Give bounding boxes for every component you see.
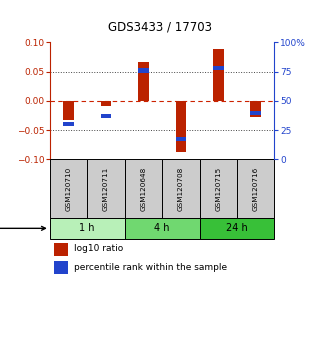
Text: GSM120708: GSM120708 [178, 166, 184, 211]
Bar [101, 101, 111, 105]
Text: 24 h: 24 h [226, 223, 248, 233]
Text: GSM120710: GSM120710 [65, 166, 72, 211]
Bar [63, 122, 74, 126]
Bar [138, 62, 149, 101]
Text: GSM120715: GSM120715 [215, 166, 221, 211]
Bar [50, 159, 87, 218]
Bar [101, 114, 111, 118]
Text: percentile rank within the sample: percentile rank within the sample [74, 263, 228, 272]
Text: GSM120711: GSM120711 [103, 166, 109, 211]
Bar [54, 243, 68, 256]
Text: GSM120648: GSM120648 [140, 166, 146, 211]
Bar [162, 159, 200, 218]
Bar [213, 66, 223, 70]
Bar [176, 137, 186, 142]
Text: 4 h: 4 h [154, 223, 170, 233]
Bar [125, 218, 200, 239]
Text: log10 ratio: log10 ratio [74, 245, 124, 253]
Bar [176, 101, 186, 152]
Bar [200, 159, 237, 218]
Bar [87, 159, 125, 218]
Bar [250, 101, 261, 117]
Bar [63, 101, 74, 120]
Bar [237, 159, 274, 218]
Text: GDS3433 / 17703: GDS3433 / 17703 [108, 21, 213, 34]
Text: 1 h: 1 h [80, 223, 95, 233]
Bar [200, 218, 274, 239]
Bar [54, 261, 68, 274]
Bar [50, 218, 125, 239]
Bar [213, 50, 223, 101]
Bar [125, 159, 162, 218]
Bar [138, 68, 149, 73]
Bar [250, 110, 261, 115]
Text: time: time [0, 223, 46, 233]
Text: GSM120716: GSM120716 [253, 166, 259, 211]
